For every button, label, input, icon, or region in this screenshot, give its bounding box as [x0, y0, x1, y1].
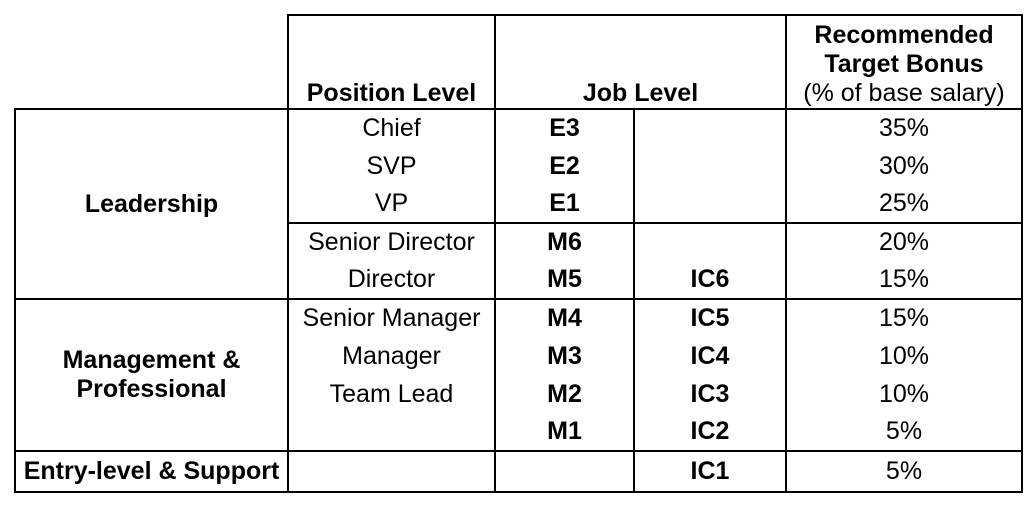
bonus-cell: 10% [785, 337, 1023, 375]
bonus-header: Recommended Target Bonus (% of base sala… [785, 14, 1023, 110]
position-cell [287, 451, 496, 493]
job-level-ic-cell: IC1 [633, 451, 787, 493]
category-cell-leadership: Leadership [14, 108, 289, 300]
job-level-ic-cell [633, 147, 787, 185]
table-row: Team Lead M2 IC3 10% [15, 375, 1023, 413]
position-cell [287, 413, 496, 452]
category-cell-management-professional: Management & Professional [14, 299, 289, 452]
table-row: M1 IC2 5% [15, 413, 1023, 452]
table-row: VP E1 25% [15, 185, 1023, 224]
job-level-m-cell: E1 [494, 185, 635, 224]
bonus-cell: 30% [785, 147, 1023, 185]
job-level-m-cell: M6 [494, 223, 635, 261]
position-cell: SVP [287, 147, 496, 185]
table-row: Director M5 IC6 15% [15, 261, 1023, 300]
bonus-cell: 5% [785, 413, 1023, 452]
table-row: Leadership Chief E3 35% [14, 108, 1023, 300]
position-cell: Director [287, 261, 496, 300]
job-level-m-cell: M1 [494, 413, 635, 452]
bonus-header-line2: Target Bonus [824, 50, 984, 78]
position-cell: Senior Manager [287, 299, 496, 337]
table-row: Entry-level & Support IC1 5% [14, 451, 1023, 493]
bonus-cell: 35% [785, 108, 1023, 147]
table-row: Management & Professional Senior Manager… [14, 299, 1023, 452]
empty-corner-cell [15, 15, 288, 109]
position-cell: Senior Director [287, 223, 496, 261]
table-row: SVP E2 30% [15, 147, 1023, 185]
category-cell-entry-level-support: Entry-level & Support [14, 451, 289, 493]
table-row: Manager M3 IC4 10% [15, 337, 1023, 375]
job-level-ic-cell: IC2 [633, 413, 787, 452]
job-level-ic-cell [633, 108, 787, 147]
job-level-ic-cell: IC4 [633, 337, 787, 375]
bonus-cell: 20% [785, 223, 1023, 261]
position-level-header: Position Level [287, 14, 496, 110]
job-level-m-cell: M4 [494, 299, 635, 337]
job-level-m-cell: M2 [494, 375, 635, 413]
position-cell: Team Lead [287, 375, 496, 413]
job-level-ic-cell: IC3 [633, 375, 787, 413]
job-level-m-cell: M3 [494, 337, 635, 375]
job-level-m-cell: E2 [494, 147, 635, 185]
position-cell: Manager [287, 337, 496, 375]
job-level-ic-cell [633, 223, 787, 261]
job-level-ic-cell [633, 185, 787, 224]
position-cell: VP [287, 185, 496, 224]
job-level-m-cell: M5 [494, 261, 635, 300]
job-level-m-cell [494, 451, 635, 493]
bonus-cell: 5% [785, 451, 1023, 493]
bonus-header-line3: (% of base salary) [803, 79, 1005, 107]
bonus-cell: 25% [785, 185, 1023, 224]
bonus-table: Position Level Job Level Recommended Tar… [14, 14, 1023, 493]
job-level-ic-cell: IC6 [633, 261, 787, 300]
position-cell: Chief [287, 108, 496, 147]
bonus-header-line1: Recommended [814, 21, 994, 49]
job-level-m-cell: E3 [494, 108, 635, 147]
job-level-ic-cell: IC5 [633, 299, 787, 337]
job-level-header: Job Level [494, 14, 787, 110]
bonus-cell: 15% [785, 299, 1023, 337]
bonus-cell: 10% [785, 375, 1023, 413]
header-row: Position Level Job Level Recommended Tar… [15, 14, 1023, 110]
table-row: Senior Director M6 20% [15, 223, 1023, 261]
bonus-cell: 15% [785, 261, 1023, 300]
